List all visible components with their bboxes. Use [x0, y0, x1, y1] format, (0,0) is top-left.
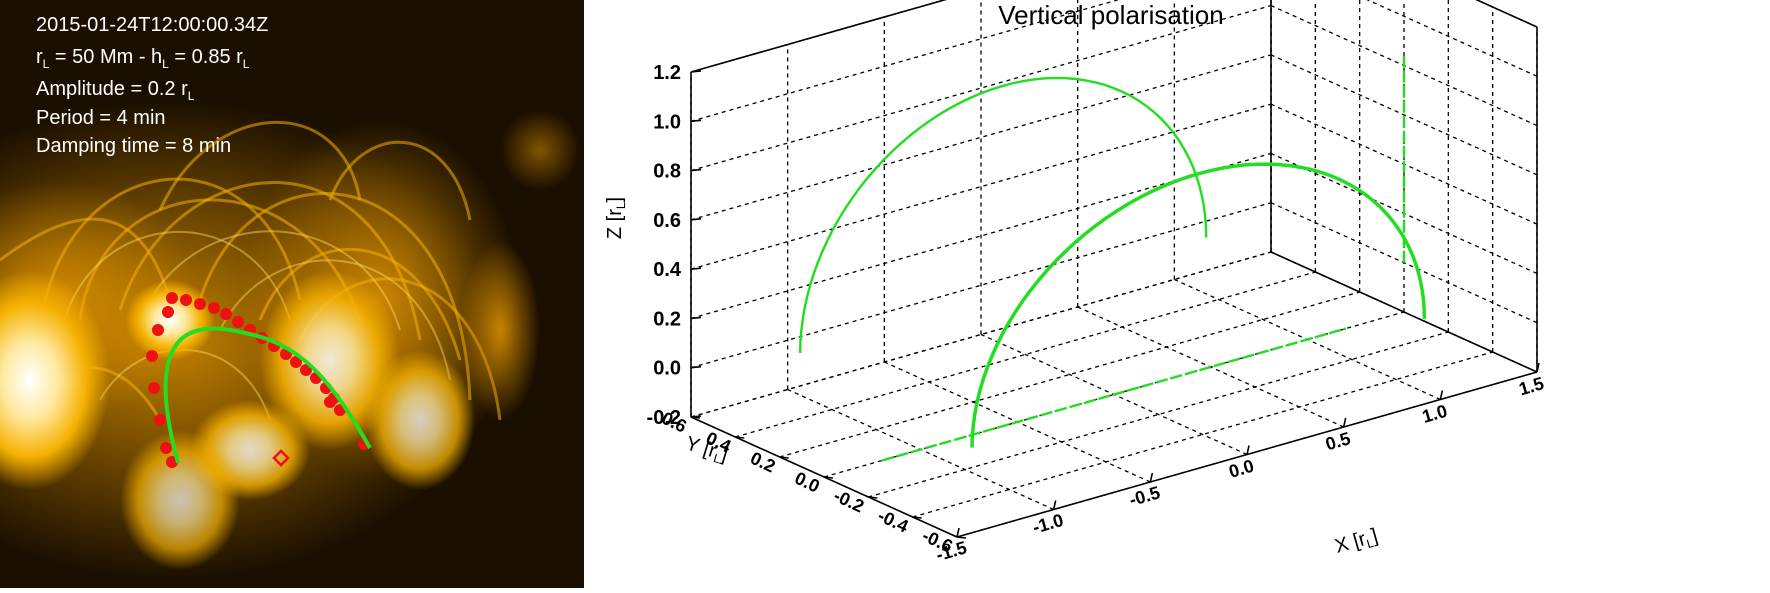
observed-point	[166, 292, 178, 304]
observed-point	[300, 364, 312, 376]
observed-point	[162, 306, 174, 318]
axis-edge	[1270, 251, 1538, 373]
observed-point	[146, 350, 158, 362]
z-tick-label: -0.2	[647, 407, 681, 429]
chart-title: Vertical polarisation	[998, 0, 1223, 30]
z-tick-mark	[690, 316, 702, 320]
back-loop-arc	[799, 76, 1208, 354]
plot-3d-panel: -0.2 0.0 0.2 0.4 0.6 0.8 1.0 1.2 -1.5 -1.0 -0.5 0.0…	[584, 0, 1770, 588]
observed-point	[290, 356, 302, 368]
z-tick-mark	[690, 267, 702, 270]
y-tick-mark	[735, 436, 745, 439]
y-tick-mark	[779, 456, 789, 459]
y-tick-label: -0.2	[831, 485, 868, 516]
z-axis-label: Z [rL]	[604, 197, 628, 239]
tick-labels: -0.20.00.20.40.60.81.01.2-1.5-1.0-0.50.0…	[647, 62, 1547, 565]
y-tick-mark	[912, 516, 922, 519]
x-tick-mark	[1536, 362, 1540, 373]
y-axis-label: Y [rL]	[682, 432, 730, 468]
observed-point	[160, 442, 172, 454]
series	[799, 53, 1427, 462]
x-axis-label: X [rL]	[1332, 525, 1380, 560]
observed-point	[194, 298, 206, 310]
z-tick-label: 0.2	[653, 308, 681, 330]
x-tick-mark	[1342, 417, 1347, 428]
axis-edge	[690, 0, 948, 73]
z-tick-label: 0.4	[653, 259, 682, 281]
solar-image	[0, 0, 584, 588]
y-tick-mark	[823, 476, 834, 479]
observed-point	[148, 382, 160, 394]
z-tick-mark	[690, 218, 702, 221]
footpoint-marker	[272, 449, 290, 467]
x-tick-mark	[1246, 445, 1250, 455]
axis-edge	[1475, 0, 1538, 28]
observed-point	[154, 414, 166, 426]
grid-line	[1270, 54, 1538, 176]
x-tick-mark	[1052, 500, 1057, 510]
observed-point	[152, 324, 164, 336]
floor-projection-line	[881, 327, 1347, 462]
z-tick-mark	[690, 168, 702, 172]
plot-3d: -0.20.00.20.40.60.81.01.2-1.5-1.0-0.50.0…	[604, 0, 1547, 565]
observed-point	[220, 308, 232, 320]
z-tick-label: 0.6	[653, 210, 681, 232]
observed-point	[180, 294, 192, 306]
y-tick-label: 0.2	[747, 448, 778, 477]
z-tick-mark	[690, 119, 702, 123]
y-tick-mark	[956, 536, 967, 539]
z-tick-label: 0.0	[653, 358, 681, 380]
y-tick-label: 0.0	[792, 468, 823, 497]
x-tick-mark	[956, 527, 960, 538]
timestamp-label: 2015-01-24T12:00:00.34Z	[36, 14, 269, 36]
y-tick-label: -0.4	[875, 505, 912, 536]
grid	[690, 0, 1538, 538]
grid-line	[1366, 0, 1538, 77]
z-tick-label: 0.8	[653, 161, 681, 183]
z-tick-mark	[690, 365, 702, 369]
observed-point	[324, 396, 336, 408]
z-tick-mark	[690, 70, 702, 73]
loop-fit-curve	[163, 326, 372, 464]
x-tick-mark	[1439, 390, 1444, 400]
z-tick-label: 1.2	[653, 62, 681, 84]
period-label: Period = 4 min	[36, 107, 166, 129]
y-tick-mark	[690, 416, 701, 419]
loop-radius-label: rL = 50 Mm - hL = 0.85 rL	[36, 46, 250, 71]
axes-frame	[690, 0, 1540, 539]
amplitude-label: Amplitude = 0.2 rL	[36, 78, 195, 103]
x-tick-mark	[1149, 472, 1154, 483]
y-tick-mark	[868, 496, 878, 499]
front-loop-arc	[970, 162, 1427, 448]
z-tick-label: 1.0	[653, 111, 681, 133]
observed-point	[208, 302, 220, 314]
solar-image-panel: 2015-01-24T12:00:00.34Z rL = 50 Mm - hL …	[0, 0, 584, 588]
damping-label: Damping time = 8 min	[36, 135, 232, 157]
observed-point	[232, 316, 244, 328]
